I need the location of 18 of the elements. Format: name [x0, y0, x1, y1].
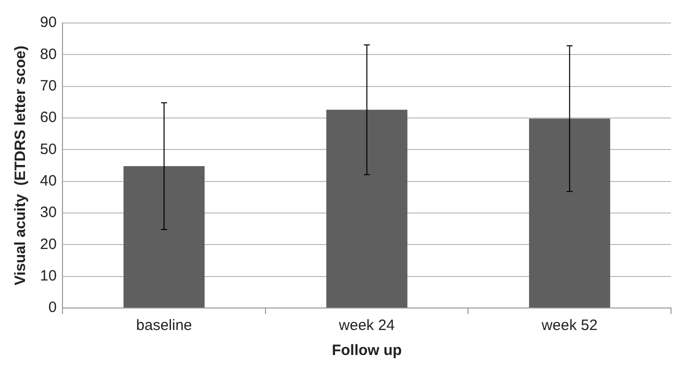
x-axis-title: Follow up: [332, 342, 402, 360]
bar: [326, 110, 408, 308]
x-tick-label: week 24: [338, 317, 395, 334]
y-tick-label: 50: [40, 140, 57, 158]
x-tick-label: week 52: [540, 317, 598, 334]
bar: [124, 166, 205, 308]
y-tick-label: 60: [40, 109, 57, 126]
y-tick-label: 80: [40, 46, 57, 63]
y-tick-label: 0: [48, 299, 57, 316]
y-tick-label: 70: [40, 77, 57, 94]
bar: [529, 118, 610, 308]
y-tick-label: 40: [40, 172, 57, 190]
y-tick-label: 10: [40, 267, 57, 284]
y-axis-title: Visual acuity (ETDRS letter scoe): [12, 46, 30, 286]
y-tick-label: 20: [40, 236, 57, 253]
y-tick-label: 90: [40, 14, 57, 32]
x-tick-label: baseline: [136, 317, 192, 334]
y-tick-label: 30: [40, 204, 57, 222]
